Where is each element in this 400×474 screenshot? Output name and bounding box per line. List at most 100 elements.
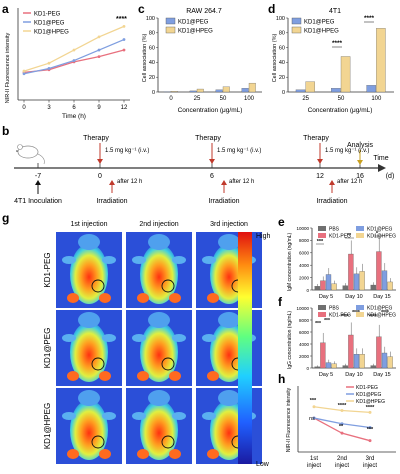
panel-h-ylabel: NIR-II Fluorescence intensity (286, 387, 292, 452)
bar (340, 56, 351, 93)
xtick-label: 50 (220, 96, 227, 102)
bar (370, 284, 376, 291)
bar (359, 271, 365, 291)
panel-a-point (22, 69, 26, 73)
panel-a-chart: NIR-II Fluorescence intensity 0 3 6 9 12 Tim… (5, 8, 130, 120)
scale-high-label: High (256, 233, 271, 240)
panel-d-ylabel: Cell association (%) (272, 34, 278, 83)
xtick-label: Day 5 (319, 294, 333, 300)
legend-f-kd1-peg: KD1-PEG (329, 313, 351, 319)
xtick-label: Day 15 (373, 294, 390, 300)
bar (170, 91, 178, 93)
bar (381, 352, 388, 369)
imaging-column-header: 2nd injection (139, 221, 178, 228)
xtick-label: Day 15 (373, 372, 390, 378)
ytick-label: 0 (282, 90, 285, 96)
imaging-cell (196, 310, 262, 386)
panel-h-point (340, 409, 344, 413)
panel-d-title: 4T1 (329, 8, 341, 15)
bar (353, 273, 360, 291)
timeline-day-16: 16 (356, 173, 364, 180)
bar (222, 86, 230, 93)
panel-a-point (47, 61, 51, 65)
panel-h-chart: NIR-II Fluorescence intensity 1st inject 2… (286, 385, 396, 469)
xtick-label: 100 (244, 96, 255, 102)
bar (295, 89, 306, 93)
panel-a-xtick: 0 (22, 105, 26, 111)
panel-c-ylabel: Cell association (%) (142, 34, 148, 83)
legend-e-kd1-at-peg: KD1@PEG (367, 227, 392, 233)
therapy-group: Therapy 1.5 mg kg⁻¹ (i.v.) after 12 h Irrad… (303, 135, 369, 205)
ytick-label: 10000 (296, 306, 309, 311)
panel-g-imaging: 1st injection 2nd injection 3rd injection … (43, 221, 271, 468)
panel-h-sig-4: ns (309, 416, 315, 422)
panel-d-sig-100: **** (364, 15, 375, 22)
xtick-label: Day 10 (345, 294, 362, 300)
imaging-column-header: 3rd injection (210, 221, 248, 228)
panel-a-xtick: 3 (47, 105, 51, 111)
ytick-label: 0 (306, 366, 309, 371)
therapy-label: Therapy (195, 135, 221, 142)
timeline-day-inoculation: -7 (35, 173, 41, 180)
panel-h-point (340, 422, 344, 426)
panel-h-sig-5: ** (339, 424, 344, 430)
panel-label-a: a (2, 2, 9, 16)
timeline-day-0: 0 (98, 173, 102, 180)
bar (331, 363, 337, 369)
imaging-row-label: KD1-PEG (43, 252, 52, 287)
imaging-cell (126, 310, 192, 386)
legend-h-kd1-at-peg: KD1@PEG (356, 392, 381, 398)
panel-h-point (368, 439, 372, 443)
irradiation-label: Irradiation (208, 198, 239, 205)
panel-f-sig-2: *** (324, 318, 330, 324)
panel-a-point (22, 72, 26, 76)
panel-h-sig-1: *** (310, 398, 317, 404)
xtick-label: Day 10 (345, 372, 362, 378)
panel-a-series-line (23, 38, 125, 75)
panel-h-xtick: 2nd inject (335, 456, 349, 469)
after-label: after 12 h (229, 179, 254, 185)
therapy-label: Therapy (303, 135, 329, 142)
ytick-label: 8000 (299, 318, 310, 323)
panel-a-point (47, 67, 51, 70)
bar (342, 365, 348, 369)
panel-a-xtick: 6 (72, 105, 76, 111)
xtick-label: 100 (371, 96, 382, 102)
imaging-cell (56, 388, 122, 464)
panel-e-legend: PBS KD1@PEG KD1-PEG KD1@HPEG (318, 226, 396, 240)
tumor-marker-icon (91, 357, 105, 371)
legend-f-kd1-at-hpeg: KD1@HPEG (367, 313, 396, 319)
panel-a-significance: **** (116, 16, 127, 23)
bar (387, 281, 393, 291)
tumor-marker-icon (91, 279, 105, 293)
legend-e-kd1-at-hpeg: KD1@HPEG (367, 234, 396, 240)
panel-a-point (97, 48, 101, 52)
imaging-cell (56, 232, 122, 308)
panel-a-legend: KD1-PEG KD1@PEG KD1@HPEG (23, 12, 69, 36)
timeline-unit: (d) (386, 173, 395, 180)
panel-c-xlabel: Concentration (μg/mL) (178, 107, 243, 114)
panel-a-point (97, 55, 101, 59)
imaging-row-label: KD1@PEG (43, 328, 52, 369)
panel-e-significance: *** ** * (316, 231, 382, 245)
imaging-row-label: KD1@HPEG (43, 403, 52, 449)
xtick-label: 25 (302, 96, 309, 102)
panel-a-point (72, 48, 76, 52)
panel-f-chart: IgG concentration (ng/mL) 0 2000 4000 6000 8… (287, 305, 396, 378)
xtick-label: 50 (338, 96, 345, 102)
bar (331, 88, 341, 93)
tumor-marker-icon (161, 279, 175, 293)
panel-a-point (122, 38, 126, 41)
panel-label-f: f (278, 295, 283, 309)
panel-f-legend: PBS KD1@PEG KD1-PEG KD1@HPEG (318, 305, 396, 319)
bar (189, 90, 197, 93)
panel-a-point (97, 35, 101, 39)
panel-label-c: c (138, 2, 145, 16)
bar (376, 28, 386, 93)
panel-b-timeline: -7 0 6 12 16 Time (d) 4T1 Inoculation Th… (14, 135, 394, 205)
panel-d-sig-50: **** (332, 40, 343, 47)
tumor-marker-icon (161, 435, 175, 449)
legend-d-kd1-at-peg: KD1@PEG (304, 20, 335, 26)
panel-a-xlabel: Time (h) (62, 113, 86, 120)
ytick-label: 20 (149, 75, 155, 81)
